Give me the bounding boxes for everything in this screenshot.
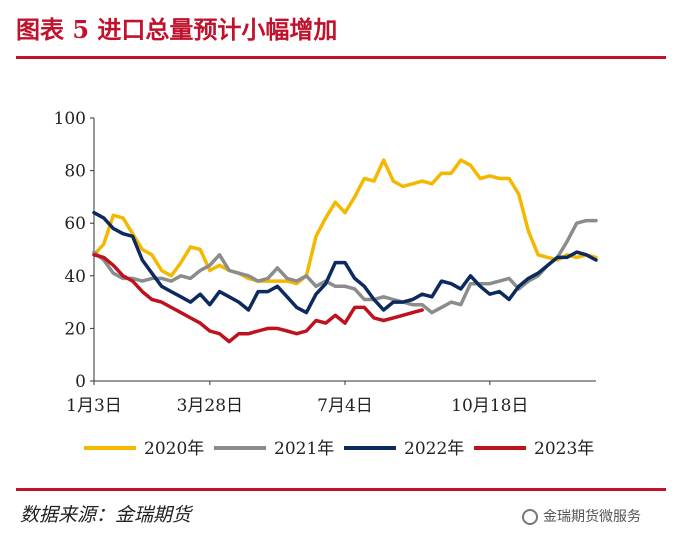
- y-tick-label: 100: [54, 109, 86, 129]
- x-tick-label: 10月18日: [451, 396, 528, 416]
- x-tick-label: 1月3日: [66, 396, 122, 416]
- x-tick-label: 7月4日: [317, 396, 373, 416]
- series-line-2022: [92, 210, 598, 315]
- y-tick-label: 20: [64, 319, 86, 339]
- watermark-text: 金瑞期货微服务: [543, 509, 641, 525]
- chart-legend: 2020年 2021年 2022年 2023年: [84, 439, 594, 459]
- y-tick-label: 80: [64, 162, 86, 182]
- chart-axes: 0 20 40 60 80 100 1月3日 3月28日 7月4日 10月18日: [54, 109, 596, 416]
- series-line-2023: [92, 253, 424, 344]
- chart-lines: [92, 158, 598, 344]
- x-tick-label: 3月28日: [177, 396, 243, 416]
- y-tick-label: 60: [64, 214, 86, 234]
- source-divider: [16, 488, 666, 491]
- legend-label: 2023年: [534, 439, 594, 459]
- series-line-2020: [92, 158, 598, 286]
- y-tick-label: 0: [75, 372, 86, 392]
- legend-label: 2022年: [404, 439, 464, 459]
- title-divider: [16, 56, 666, 59]
- y-tick-label: 40: [64, 267, 86, 287]
- legend-label: 2021年: [274, 439, 334, 459]
- wechat-icon: [522, 509, 538, 525]
- series-line-2021: [92, 218, 598, 315]
- chart-title: 图表 5 进口总量预计小幅增加: [16, 15, 338, 44]
- legend-label: 2020年: [144, 439, 204, 459]
- data-source: 数据来源：金瑞期货: [20, 504, 192, 526]
- watermark: 金瑞期货微服务: [522, 506, 641, 526]
